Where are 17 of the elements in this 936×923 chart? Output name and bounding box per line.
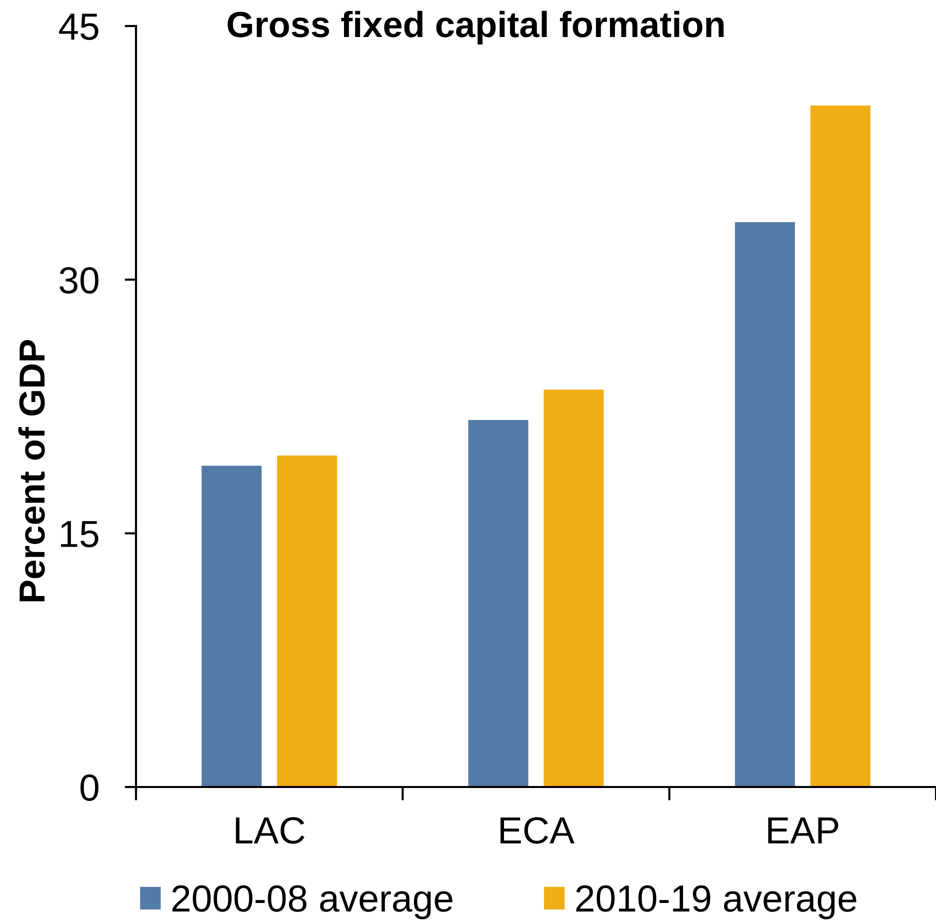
y-tick-label: 45 [59,14,98,40]
bar [277,456,338,787]
y-tick-label: 30 [60,267,98,294]
bar [468,420,528,787]
legend-label: 2000-08 average [172,885,452,920]
bar [544,390,604,787]
x-tick-label: ECA [500,817,574,844]
y-tick-label: 15 [61,521,98,548]
legend-label: 2010-19 average [576,885,856,920]
y-axis-title: Percent of GDP [18,340,45,602]
x-tick-label: LAC [236,817,304,844]
bar [202,466,262,787]
bar [810,105,870,787]
bar [734,222,795,787]
chart-title: Gross fixed capital formation [228,10,724,44]
x-tick-label: EAP [768,818,838,844]
y-tick-label: 0 [80,774,98,801]
